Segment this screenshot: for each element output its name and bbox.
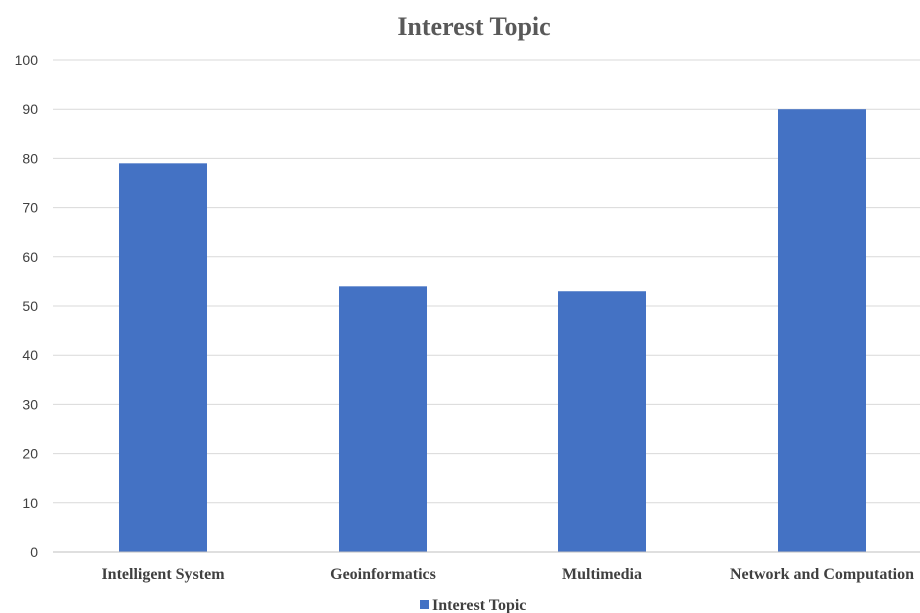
- y-tick-label: 10: [22, 495, 38, 511]
- y-tick-label: 50: [22, 298, 38, 314]
- legend-label: Interest Topic: [432, 597, 526, 613]
- bar: [558, 291, 646, 552]
- bar: [778, 109, 866, 552]
- y-tick-label: 70: [22, 200, 38, 216]
- x-axis-ticks: Intelligent System Geoinformatics Multimed…: [101, 566, 914, 583]
- x-tick-label: Multimedia: [562, 566, 642, 583]
- bar: [339, 286, 427, 552]
- y-tick-label: 100: [15, 52, 39, 68]
- y-tick-label: 20: [22, 446, 38, 462]
- x-tick-label: Geoinformatics: [330, 566, 436, 583]
- y-tick-label: 0: [30, 544, 38, 560]
- y-tick-label: 60: [22, 249, 38, 265]
- y-tick-label: 90: [22, 101, 38, 117]
- chart-title: Interest Topic: [397, 12, 550, 41]
- bar: [119, 163, 207, 552]
- legend-swatch: [420, 600, 429, 609]
- x-tick-label: Network and Computation: [730, 566, 914, 583]
- bars: [119, 109, 866, 552]
- x-tick-label: Intelligent System: [101, 566, 225, 583]
- legend: Interest Topic: [420, 597, 526, 613]
- y-tick-label: 80: [22, 150, 38, 166]
- y-axis-ticks: 0 10 20 30 40 50 60 70 80 90 100: [15, 52, 39, 560]
- y-tick-label: 30: [22, 396, 38, 412]
- y-tick-label: 40: [22, 347, 38, 363]
